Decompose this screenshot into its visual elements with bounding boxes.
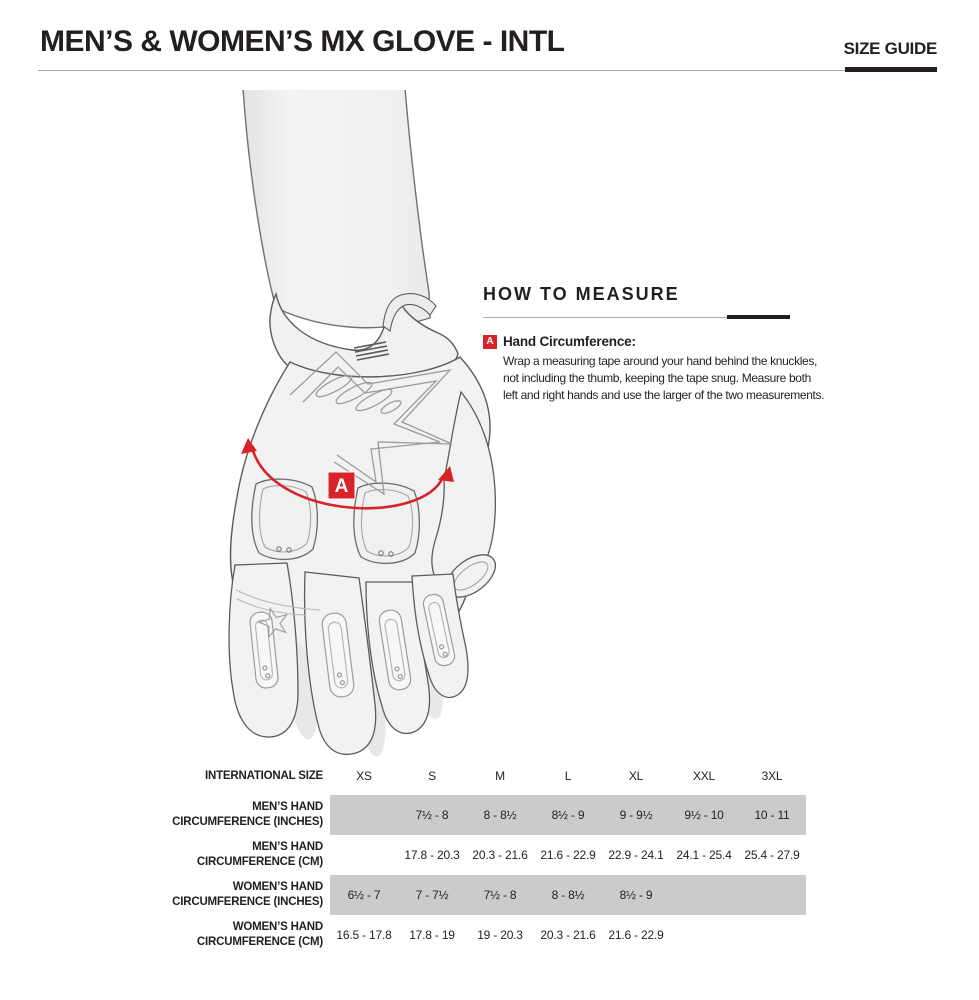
how-to-measure-heading: HOW TO MEASURE — [483, 284, 680, 304]
glove-drawing: A — [228, 87, 497, 757]
measure-desc-line: not including the thumb, keeping the tap… — [503, 371, 811, 385]
cuff-slot-lines — [353, 341, 390, 361]
header-divider-accent — [845, 67, 937, 72]
col-header-size-m: M — [495, 769, 505, 783]
size-value-cell: 7 - 7½ — [415, 888, 449, 902]
measure-desc-line: Wrap a measuring tape around your hand b… — [503, 354, 818, 368]
table-row-mens-cm: MEN’S HAND CIRCUMFERENCE (CM) 17.8 - 20.… — [145, 835, 806, 875]
glove-illustration: A — [140, 87, 540, 760]
arc-arrow-right — [438, 466, 454, 482]
small-star-icon — [257, 606, 289, 639]
size-value-cell: 25.4 - 27.9 — [744, 848, 800, 862]
row-label: WOMEN’S HAND CIRCUMFERENCE (CM) — [196, 921, 323, 948]
measurement-arc — [251, 450, 445, 510]
size-value-cell: 9 - 9½ — [619, 808, 653, 822]
size-value-cell: 7½ - 8 — [483, 888, 517, 902]
size-value-cell: 24.1 - 25.4 — [676, 848, 732, 862]
cuff — [269, 291, 459, 388]
col-header-size-l: L — [564, 769, 572, 783]
table-row-womens-inches: WOMEN’S HAND CIRCUMFERENCE (INCHES) 6½ -… — [145, 875, 806, 915]
size-value-cell: 7½ - 8 — [415, 808, 449, 822]
table-row-womens-cm: WOMEN’S HAND CIRCUMFERENCE (CM) 16.5 - 1… — [145, 915, 806, 955]
cuff-strap — [382, 293, 437, 332]
col-header-international-size: INTERNATIONAL SIZE — [204, 769, 323, 782]
col-header-size-xs: XS — [356, 769, 372, 783]
size-value-cell: 9½ - 10 — [684, 808, 724, 822]
size-value-cell: 16.5 - 17.8 — [336, 928, 392, 942]
col-header-size-3xl: 3XL — [761, 769, 783, 783]
size-table: INTERNATIONAL SIZE XS S M L XL XXL 3XL M… — [145, 757, 806, 955]
header-divider — [38, 70, 937, 71]
page-title: MEN’S & WOMEN’S MX GLOVE - INTL — [40, 25, 565, 58]
marker-a-badge: A — [483, 335, 497, 349]
size-value-cell: 20.3 - 21.6 — [540, 928, 596, 942]
size-value-cell: 8 - 8½ — [483, 808, 517, 822]
arc-arrow-left — [241, 438, 257, 454]
measure-item-title: Hand Circumference: — [503, 334, 636, 349]
measurement-marker-letter: A — [335, 476, 349, 497]
table-row-mens-inches: MEN’S HAND CIRCUMFERENCE (INCHES) 7½ - 8… — [145, 795, 806, 835]
row-label: MEN’S HAND CIRCUMFERENCE (CM) — [196, 841, 323, 868]
size-value-cell: 8½ - 9 — [619, 888, 653, 902]
how-to-measure-divider — [483, 315, 790, 320]
size-value-cell: 10 - 11 — [754, 808, 790, 822]
size-value-cell: 22.9 - 24.1 — [608, 848, 664, 862]
table-header-row: INTERNATIONAL SIZE XS S M L XL XXL 3XL — [145, 757, 806, 795]
size-value-cell: 8 - 8½ — [551, 888, 585, 902]
size-value-cell: 21.6 - 22.9 — [540, 848, 596, 862]
star-graphic — [289, 351, 453, 496]
measure-item-hand-circumference: A Hand Circumference: Wrap a measuring t… — [483, 334, 963, 404]
size-value-cell: 21.6 - 22.9 — [608, 928, 664, 942]
measure-desc-line: left and right hands and use the larger … — [503, 388, 825, 402]
col-header-size-xl: XL — [628, 769, 644, 783]
how-to-measure-section: HOW TO MEASURE A Hand Circumference: Wra… — [483, 284, 963, 404]
size-value-cell: 20.3 - 21.6 — [472, 848, 528, 862]
row-label: MEN’S HAND CIRCUMFERENCE (INCHES) — [172, 801, 323, 828]
forearm — [242, 87, 431, 329]
size-value-cell: 17.8 - 20.3 — [404, 848, 460, 862]
size-value-cell: 8½ - 9 — [551, 808, 585, 822]
col-header-size-s: S — [428, 769, 436, 783]
size-value-cell: 19 - 20.3 — [477, 928, 523, 942]
row-label: WOMEN’S HAND CIRCUMFERENCE (INCHES) — [172, 881, 323, 908]
size-value-cell: 17.8 - 19 — [409, 928, 455, 942]
measurement-marker-box — [327, 471, 356, 500]
finger-pads — [249, 593, 456, 698]
size-guide-tab[interactable]: SIZE GUIDE — [843, 39, 938, 58]
col-header-size-xxl: XXL — [692, 769, 716, 783]
size-value-cell: 6½ - 7 — [347, 888, 381, 902]
